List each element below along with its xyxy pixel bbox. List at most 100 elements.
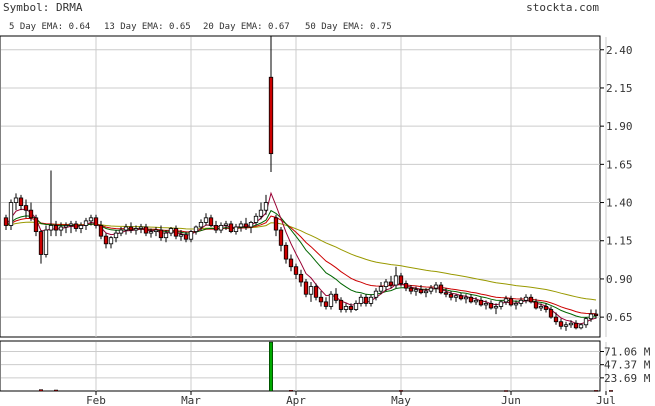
candle-body [313,286,319,298]
candle [428,285,434,295]
candle [138,223,144,234]
candle [28,202,34,221]
candle-body [448,293,454,298]
candle-body [343,306,349,310]
price-tick-label: 0.65 [606,311,633,324]
candle [118,226,124,237]
candle [593,309,599,319]
candle [88,214,94,226]
candle [213,220,219,234]
candle-body [93,217,99,226]
volume-tick-label: 23.69 M [604,372,651,385]
ema-line [5,209,597,318]
candle [13,193,19,211]
candle-body [3,217,9,226]
candle-body [143,226,149,234]
price-tick-label: 1.90 [606,120,633,133]
candle [538,303,544,312]
candle-body [48,225,54,231]
candle [228,220,234,234]
candle [423,288,429,298]
candle-body [128,226,134,231]
candle-body [273,217,279,231]
price-tick-label: 1.15 [606,235,633,248]
volume-tick-label: 47.37 M [604,359,651,372]
candle-body [498,301,504,307]
candle-body [243,223,249,228]
candle-body [563,324,569,327]
candle [188,230,194,243]
candle-body [583,318,589,326]
brand-name: stockta.com [526,1,599,14]
price-tick-label: 2.40 [606,44,633,57]
candle-body [168,228,174,234]
candle-body [203,217,209,223]
candle-body [33,217,39,232]
candle-body [433,284,439,289]
candle-body [208,217,214,226]
volume-bar [54,389,58,392]
candle-body [248,222,254,228]
candle-body [163,232,169,239]
candle [323,297,329,310]
ema5-legend: 5 Day EMA: 0.64 [9,22,90,32]
candle-body [558,321,564,327]
candle [288,254,294,272]
candle-body [193,226,199,232]
candle [283,242,289,264]
candle-body [528,296,534,303]
candle-body [233,226,239,232]
candle [363,294,369,307]
candle-body [388,281,394,286]
candle-body [183,234,189,240]
candle [243,217,249,231]
candle-body [373,290,379,298]
candle [298,269,304,287]
candle [73,220,79,232]
candle [48,170,54,237]
candle [383,278,389,292]
candle-body [383,281,389,287]
volume-bar [269,341,273,392]
candle [258,202,264,220]
candle [313,283,319,301]
candle-body [263,202,269,211]
candle [513,300,519,310]
candle [198,219,204,231]
candle-body [198,222,204,228]
candle [338,297,344,313]
candle [193,225,199,235]
candle-body [53,225,59,231]
candle-body [293,266,299,275]
candle-body [158,229,164,239]
candle [588,309,594,322]
volume-bars [39,341,613,392]
ema-line [5,221,597,301]
candle-body [303,281,309,295]
candle [493,303,499,315]
candle-body [103,235,109,245]
candle-body [298,273,304,283]
candle-body [223,223,229,226]
candle [183,231,189,243]
candle [153,226,159,237]
candle [368,294,374,307]
candle-body [378,286,384,292]
candle [143,223,149,237]
candle-body [153,229,159,232]
candle [438,281,444,295]
candle-body [353,302,359,310]
candle [38,230,44,264]
candle-body [403,283,409,289]
candle-body [593,313,599,317]
volume-bar [504,390,508,392]
candle-body [38,231,44,255]
candle-body [428,287,434,292]
month-label: May [391,394,411,406]
candle-body [148,231,154,234]
candle-body [438,284,444,294]
ema-line [5,215,597,315]
candle [23,199,29,218]
ema20-legend: 20 Day EMA: 0.67 [203,22,290,32]
price-panel [0,35,601,338]
